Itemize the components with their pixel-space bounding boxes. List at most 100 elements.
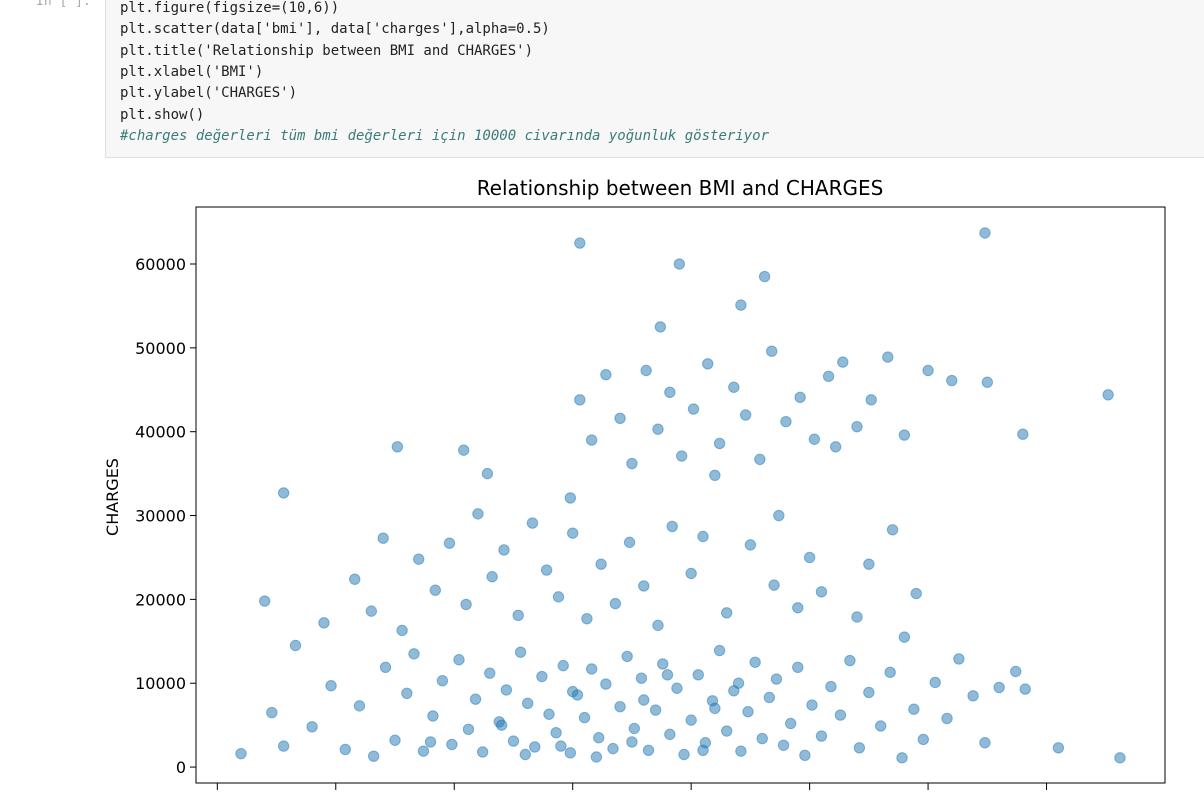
scatter-point <box>735 299 747 311</box>
scatter-point <box>626 457 638 470</box>
code-line: plt.show() <box>120 106 205 123</box>
scatter-point <box>377 532 389 544</box>
scatter-point <box>780 415 792 428</box>
code-cell[interactable] <box>105 0 1204 158</box>
scatter-point <box>754 453 766 466</box>
scatter-point <box>486 571 498 583</box>
cell-prompt: In [ ]: <box>36 0 91 9</box>
scatter-point <box>306 721 318 733</box>
scatter-point <box>692 669 704 681</box>
scatter-point <box>564 747 577 759</box>
scatter-point <box>259 595 271 607</box>
scatter-point <box>289 639 302 652</box>
scatter-point <box>766 345 778 357</box>
scatter-point <box>979 227 991 239</box>
scatter-point <box>1102 389 1114 401</box>
scatter-point <box>803 551 816 564</box>
scatter-point <box>768 579 780 591</box>
code-comment: #charges değerleri tüm bmi değerleri içi… <box>120 127 770 144</box>
y-tick-label: 20000 <box>135 590 186 609</box>
scatter-point <box>685 714 697 726</box>
scatter-point <box>941 712 953 725</box>
scatter-point <box>567 685 579 698</box>
scatter-point <box>543 708 555 720</box>
scatter-point <box>815 586 828 598</box>
scatter-point <box>671 682 683 694</box>
scatter-point <box>614 412 626 424</box>
scatter-point <box>884 666 896 679</box>
scatter-point <box>678 748 690 761</box>
scatter-point <box>585 434 598 446</box>
scatter-point <box>652 619 664 632</box>
scatter-point <box>507 735 520 747</box>
scatter-point <box>578 711 591 724</box>
scatter-point <box>742 706 754 718</box>
scatter-point <box>993 681 1005 694</box>
scatter-point <box>702 358 714 370</box>
scatter-point <box>581 612 593 625</box>
scatter-point <box>709 469 721 481</box>
scatter-point <box>882 351 894 363</box>
scatter-point <box>908 703 920 715</box>
scatter-point <box>408 648 420 660</box>
scatter-point <box>851 420 863 433</box>
code-line: plt.scatter(data['bmi'], data['charges']… <box>120 21 550 38</box>
scatter-point <box>391 441 404 453</box>
scatter-point <box>709 702 721 715</box>
scatter-point <box>564 492 577 504</box>
scatter-point <box>353 700 366 712</box>
scatter-point <box>728 381 740 393</box>
scatter-point <box>815 730 828 742</box>
scatter-point <box>1019 683 1031 695</box>
scatter-point <box>389 734 401 746</box>
scatter-point <box>609 597 622 610</box>
scatter-point <box>687 403 700 415</box>
plot-frame <box>195 206 1166 784</box>
scatter-point <box>277 487 290 499</box>
scatter-point <box>735 745 747 757</box>
scatter-point <box>1010 665 1022 678</box>
scatter-point <box>574 394 586 406</box>
scatter-point <box>519 748 532 761</box>
scatter-point <box>799 749 811 762</box>
scatter-point <box>396 624 408 637</box>
code-line: plt.figure(figsize=(10,6)) <box>120 0 340 16</box>
scatter-point <box>822 370 835 383</box>
code-line: plt.ylabel('CHARGES') <box>120 85 298 102</box>
scatter-point <box>697 530 709 543</box>
scatter-point <box>621 650 633 663</box>
scatter-point <box>495 719 508 731</box>
scatter-point <box>739 409 752 421</box>
scatter-point <box>661 669 674 681</box>
scatter-point <box>808 433 821 445</box>
y-axis-label: CHARGES <box>103 458 122 536</box>
scatter-point <box>863 558 875 570</box>
scatter-point <box>585 663 598 675</box>
scatter-point <box>574 237 586 249</box>
scatter-point <box>443 537 456 549</box>
scatter-point <box>635 672 648 684</box>
code-line: plt.title('Relationship between BMI and … <box>120 42 534 59</box>
code-line: plt.xlabel('BMI') <box>120 63 264 80</box>
scatter-point <box>654 321 667 333</box>
scatter-point <box>325 680 337 692</box>
scatter-point <box>277 740 290 752</box>
scatter-point <box>500 684 513 696</box>
scatter-point <box>773 509 785 522</box>
scatter-point <box>896 752 908 764</box>
scatter-point <box>318 617 330 629</box>
scatter-point <box>834 709 847 721</box>
scatter-point <box>744 539 757 551</box>
scatter-point <box>472 508 484 520</box>
scatter-point <box>792 602 804 614</box>
scatter-point <box>898 631 911 643</box>
scatter-point <box>555 740 567 752</box>
scatter-point <box>429 584 441 596</box>
scatter-point <box>664 386 676 398</box>
scatter-point <box>567 527 579 539</box>
scatter-point <box>413 553 425 565</box>
scatter-point <box>339 743 351 756</box>
scatter-point <box>865 394 877 406</box>
scatter-point <box>756 732 768 745</box>
scatter-point <box>365 605 378 617</box>
